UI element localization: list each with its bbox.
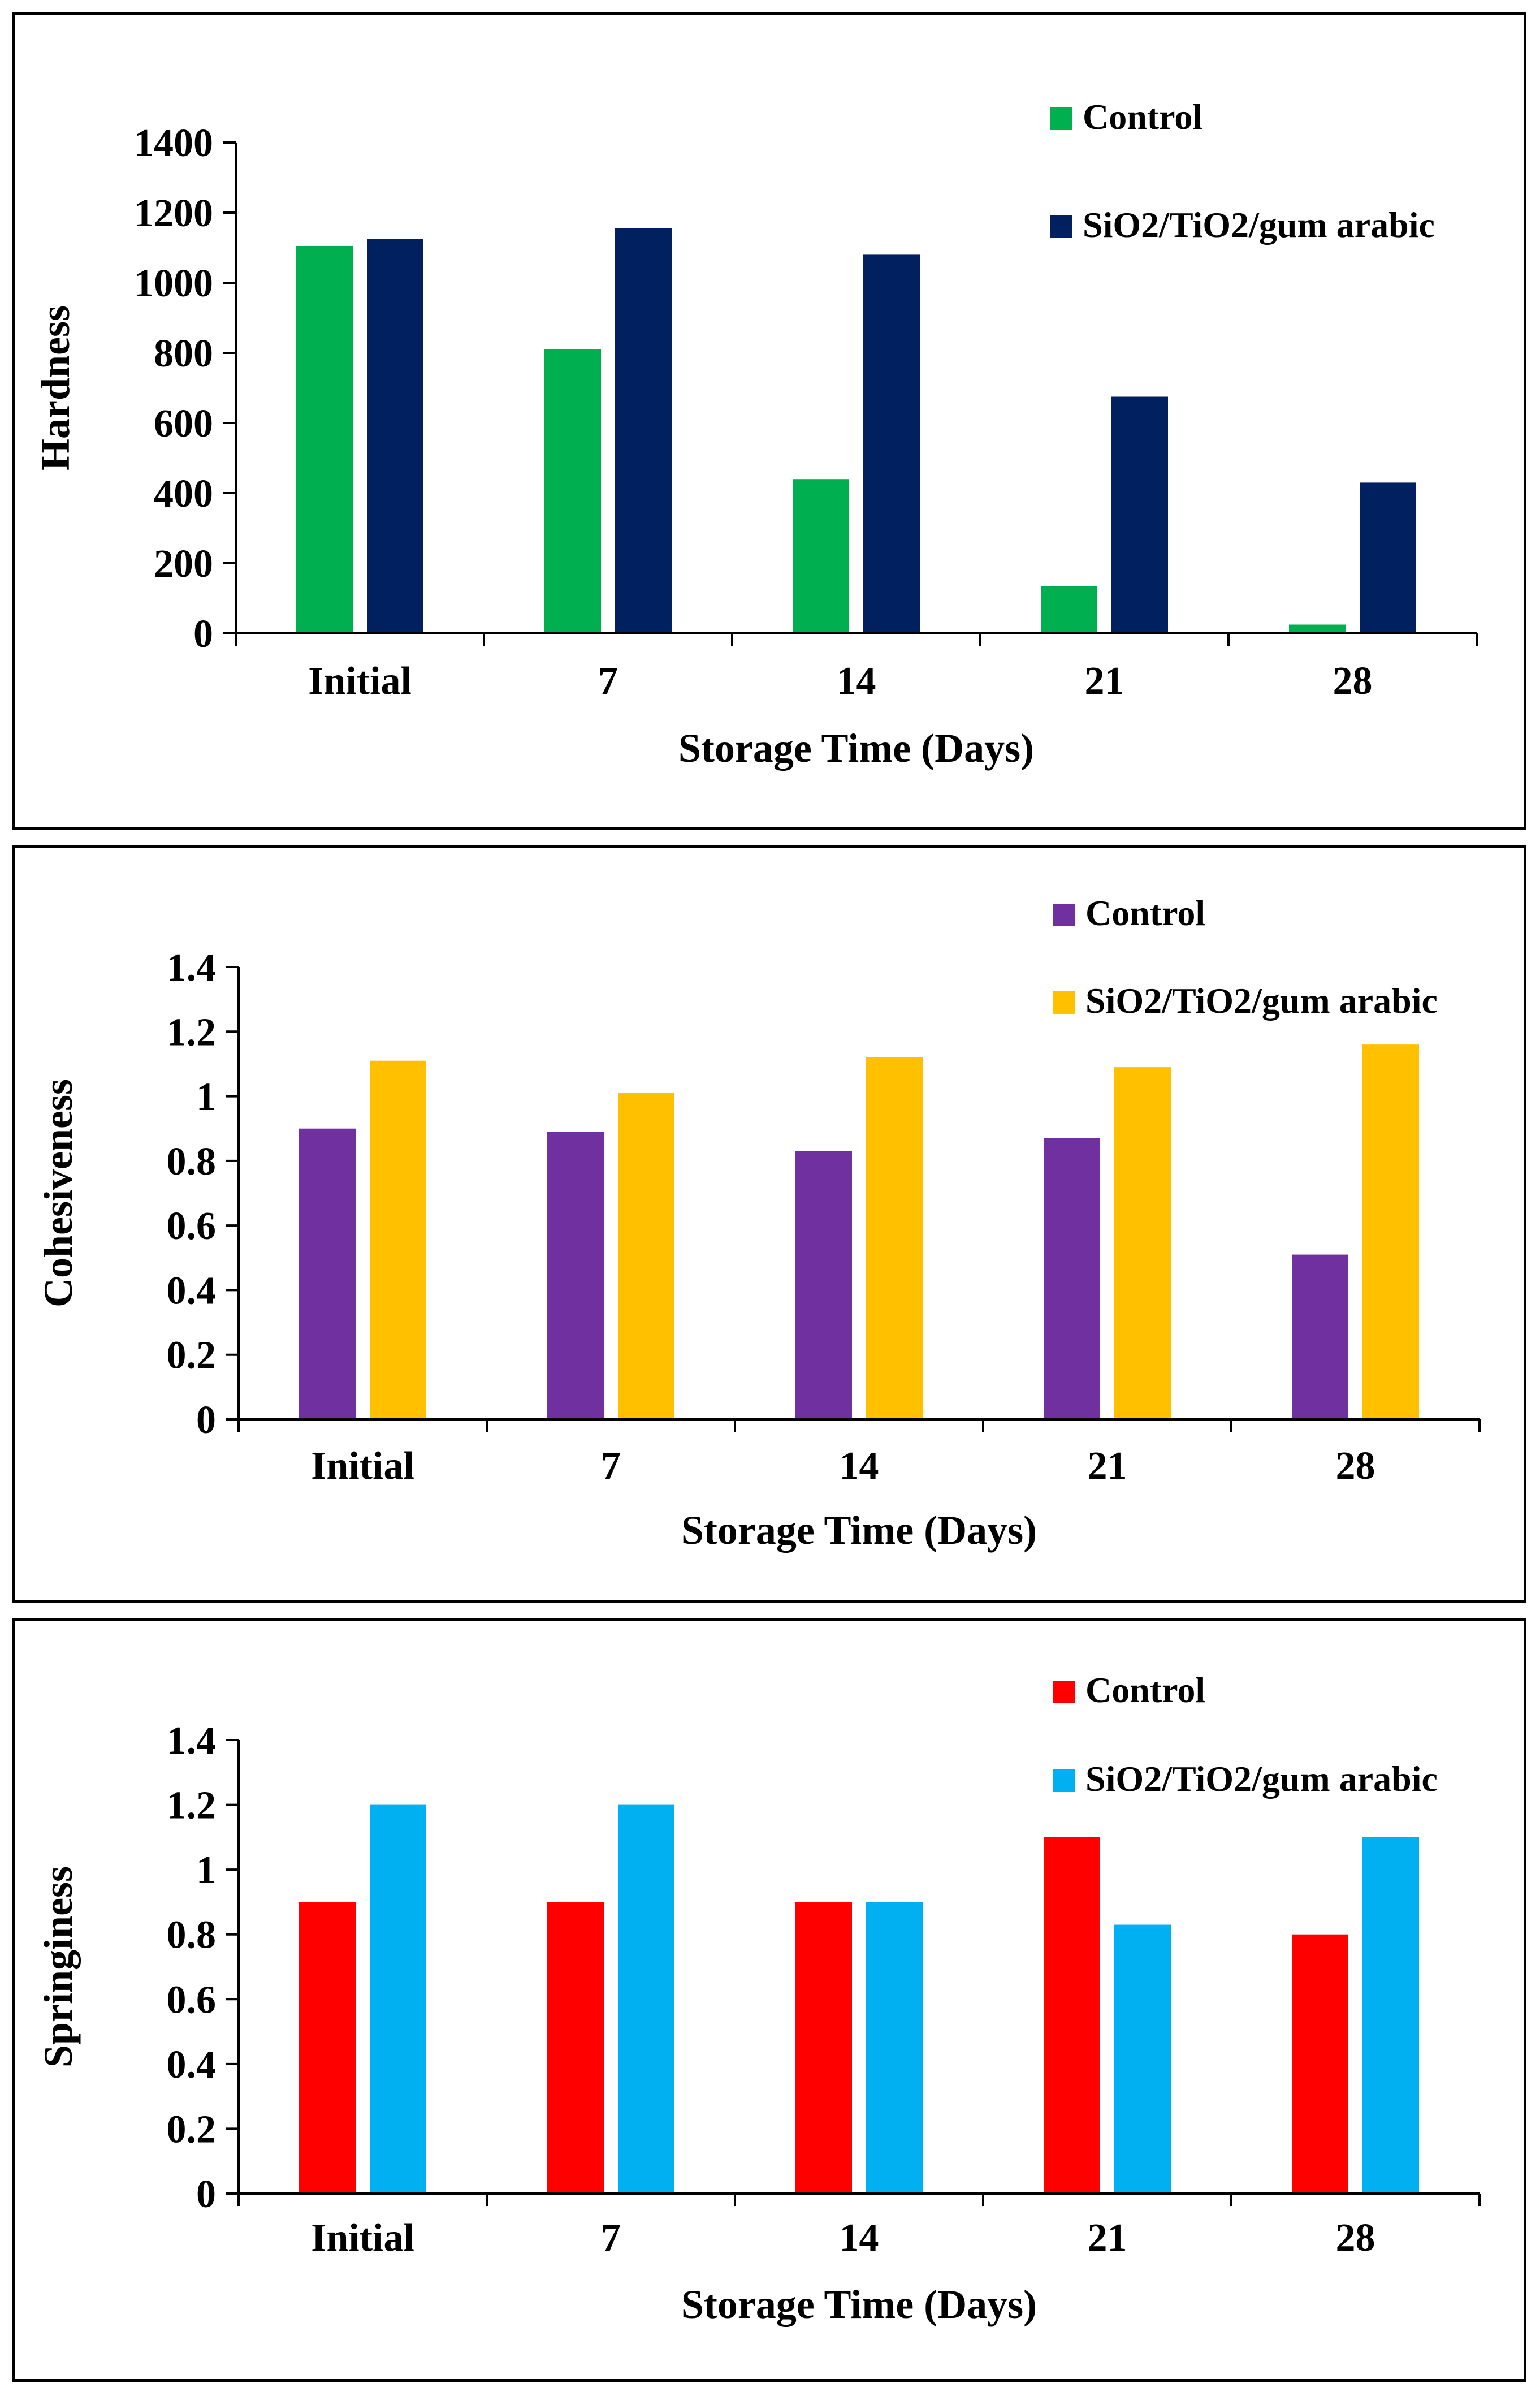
bar-sio2-tio2-gum-arabic-21 [1114, 1924, 1171, 2194]
y-tick-label: 0.4 [167, 1269, 217, 1313]
bar-sio2-tio2-gum-arabic-14 [866, 1057, 923, 1419]
x-category-label: 14 [840, 1444, 879, 1488]
x-category-label: 21 [1085, 659, 1124, 703]
x-category-label: 28 [1336, 2216, 1375, 2260]
legend-label: SiO2/TiO2/gum arabic [1085, 981, 1438, 1021]
bar-control-initial [299, 1902, 356, 2194]
y-tick-label: 0.2 [167, 1334, 217, 1378]
y-tick-label: 0 [193, 612, 213, 656]
x-category-label: 28 [1336, 1444, 1375, 1488]
legend-label: Control [1085, 1670, 1205, 1710]
y-tick-label: 200 [154, 542, 213, 586]
y-tick-label: 400 [154, 472, 213, 516]
y-tick-label: 1000 [134, 262, 213, 305]
bar-sio2-tio2-gum-arabic-initial [370, 1060, 426, 1419]
bar-control-7 [544, 349, 601, 633]
bar-sio2-tio2-gum-arabic-initial [367, 239, 423, 633]
bar-sio2-tio2-gum-arabic-28 [1362, 1044, 1419, 1419]
bar-control-initial [299, 1128, 356, 1419]
y-tick-label: 0.8 [167, 1140, 217, 1184]
x-category-label: Initial [308, 659, 412, 703]
y-tick-label: 1.2 [167, 1011, 217, 1054]
x-category-label: 21 [1088, 2216, 1127, 2260]
bar-control-14 [795, 1151, 852, 1419]
x-category-label: Initial [311, 1444, 414, 1488]
y-tick-label: 0.2 [167, 2108, 217, 2151]
bar-sio2-tio2-gum-arabic-28 [1360, 482, 1416, 633]
bar-control-7 [547, 1902, 604, 2194]
y-tick-label: 1400 [134, 122, 213, 165]
bar-sio2-tio2-gum-arabic-21 [1111, 396, 1168, 633]
y-tick-label: 1 [196, 1849, 216, 1892]
legend-label: SiO2/TiO2/gum arabic [1083, 205, 1435, 245]
bar-sio2-tio2-gum-arabic-28 [1362, 1837, 1419, 2194]
bar-control-28 [1292, 1254, 1348, 1419]
legend-swatch [1053, 904, 1075, 926]
y-axis-title: Cohesiveness [36, 1079, 81, 1307]
y-axis-title: Hardness [33, 305, 78, 470]
bar-control-21 [1044, 1837, 1100, 2194]
y-tick-label: 1200 [134, 192, 213, 235]
x-category-label: Initial [311, 2216, 414, 2260]
y-axis-title: Springiness [36, 1866, 81, 2067]
legend-swatch [1050, 107, 1072, 130]
bar-sio2-tio2-gum-arabic-7 [615, 228, 672, 633]
x-axis-title: Storage Time (Days) [681, 1508, 1037, 1553]
y-tick-label: 1 [196, 1076, 216, 1119]
legend-label: Control [1085, 893, 1205, 933]
bar-sio2-tio2-gum-arabic-7 [618, 1093, 674, 1419]
bar-control-28 [1292, 1934, 1348, 2194]
bar-control-14 [793, 479, 849, 633]
y-tick-label: 0 [196, 1398, 216, 1442]
y-tick-label: 0 [196, 2173, 216, 2216]
y-tick-label: 1.4 [167, 1719, 217, 1763]
y-tick-label: 600 [154, 402, 213, 446]
x-category-label: 14 [837, 659, 876, 703]
x-category-label: 28 [1333, 659, 1373, 703]
x-axis-title: Storage Time (Days) [678, 726, 1034, 771]
bar-control-initial [296, 245, 353, 633]
x-category-label: 7 [601, 1444, 621, 1488]
bar-sio2-tio2-gum-arabic-7 [618, 1804, 674, 2194]
x-category-label: 7 [598, 659, 618, 703]
springiness-chart-panel: 0 0.2 0.4 0.6 0.8 1 1.2 1.4 Initial 7 14 21 28 Storag… [12, 1618, 1526, 2382]
x-category-label: 14 [840, 2216, 879, 2260]
bar-control-21 [1044, 1138, 1100, 1419]
legend-label: Control [1083, 97, 1202, 137]
bar-sio2-tio2-gum-arabic-14 [863, 254, 920, 633]
hardness-chart-panel: 0 200 400 600 800 1000 1200 1400 Initial 7 14 21 28 S… [12, 12, 1526, 830]
y-tick-label: 800 [154, 332, 213, 375]
x-category-label: 7 [601, 2216, 621, 2260]
bar-control-14 [795, 1902, 852, 2194]
springiness-chart: 0 0.2 0.4 0.6 0.8 1 1.2 1.4 Initial 7 14 21 28 Storag… [36, 1670, 1481, 2327]
hardness-chart: 0 200 400 600 800 1000 1200 1400 Initial 7 14 21 28 S… [33, 97, 1478, 771]
bar-sio2-tio2-gum-arabic-initial [370, 1804, 426, 2194]
cohesiveness-chart-panel: 0 0.2 0.4 0.6 0.8 1 1.2 1.4 Initial 7 14 21 28 Storag… [12, 845, 1526, 1603]
y-tick-label: 0.6 [167, 1205, 217, 1248]
bar-sio2-tio2-gum-arabic-21 [1114, 1067, 1171, 1419]
y-tick-label: 1.4 [167, 946, 217, 990]
legend-swatch [1053, 1769, 1075, 1792]
y-tick-label: 0.6 [167, 1978, 217, 2022]
x-axis-title: Storage Time (Days) [681, 2282, 1037, 2327]
bar-control-28 [1289, 624, 1346, 633]
y-tick-label: 1.2 [167, 1784, 217, 1828]
y-tick-label: 0.4 [167, 2043, 217, 2087]
legend-label: SiO2/TiO2/gum arabic [1085, 1759, 1438, 1799]
bar-control-21 [1041, 586, 1097, 633]
legend-swatch [1050, 215, 1072, 238]
legend-swatch [1053, 1681, 1075, 1703]
cohesiveness-chart: 0 0.2 0.4 0.6 0.8 1 1.2 1.4 Initial 7 14 21 28 Storag… [36, 893, 1481, 1553]
legend-swatch [1053, 991, 1075, 1014]
x-category-label: 21 [1088, 1444, 1127, 1488]
bar-sio2-tio2-gum-arabic-14 [866, 1902, 923, 2194]
y-tick-label: 0.8 [167, 1914, 217, 1957]
bar-control-7 [547, 1132, 604, 1419]
